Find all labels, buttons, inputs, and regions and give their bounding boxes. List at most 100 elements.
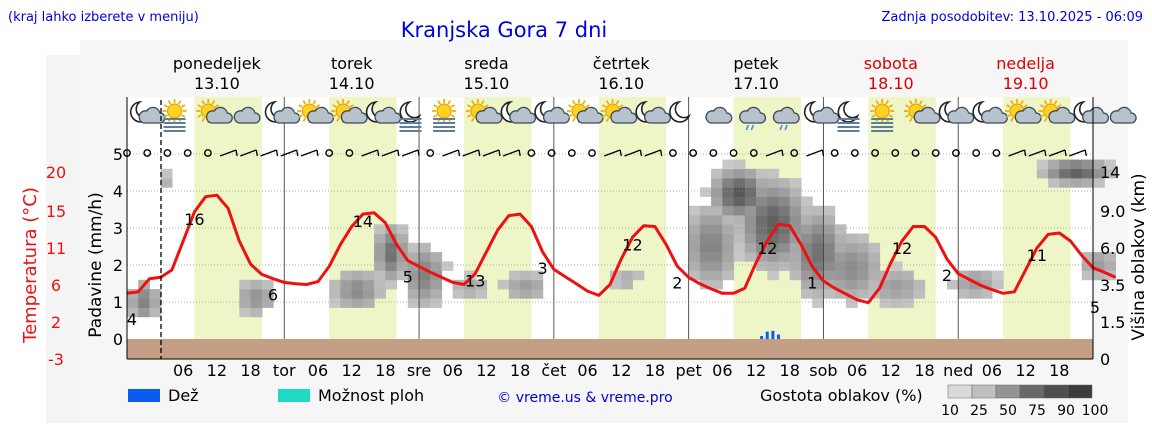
cloud-cell <box>812 205 824 216</box>
density-scale: 10 25 50 75 90 100 <box>941 384 1108 419</box>
cloud-cell <box>902 270 914 281</box>
day-date: 18.10 <box>868 74 914 93</box>
cloud-cell <box>610 279 622 290</box>
cloud-cell <box>812 224 824 234</box>
cloud-cell <box>385 242 398 253</box>
x-tick-label: 18 <box>780 361 800 380</box>
cloud-cell <box>767 168 780 179</box>
cloud-cell <box>430 252 443 262</box>
cloud-cell <box>801 242 813 253</box>
cloud-cell <box>890 270 903 281</box>
cloud-cell <box>722 187 735 197</box>
cloud-cell <box>419 289 431 299</box>
cloud-cell <box>250 279 263 290</box>
cloud-cell <box>396 242 409 253</box>
wind-calm <box>992 149 1001 157</box>
last-update: Zadnja posodobitev: 13.10.2025 - 06:09 <box>881 10 1143 25</box>
cloud-cell <box>699 261 712 271</box>
cloud-cell <box>374 261 386 271</box>
cloud-cell <box>733 205 746 216</box>
temp-tick: 6 <box>51 276 61 295</box>
wind-calm <box>143 149 152 157</box>
day-name: četrtek <box>593 54 651 73</box>
cloud-cell <box>834 270 847 281</box>
cloud-cell <box>890 261 903 271</box>
cloud-cell <box>744 187 757 197</box>
temp-label: 2 <box>942 266 952 285</box>
cloud-cell <box>801 261 813 271</box>
cloud-cell <box>464 270 476 281</box>
cloud-cell <box>722 233 735 244</box>
cloud-cell <box>890 298 903 308</box>
legend-storm-swatch <box>278 389 310 402</box>
x-tick-label: 18 <box>240 361 260 380</box>
cloud-cell <box>913 289 926 299</box>
cloud-cell <box>789 178 802 188</box>
cloud-cell <box>733 252 746 262</box>
rain-bar <box>776 334 780 339</box>
cloud-cell <box>767 178 780 188</box>
cloud-cell <box>1093 178 1105 188</box>
moon-cloud-icon <box>635 100 671 124</box>
cloud-cell <box>733 224 746 234</box>
cloud-cell <box>744 252 757 262</box>
menu-hint[interactable]: (kraj lahko izberete v meniju) <box>8 10 199 25</box>
cloud-cell <box>340 270 353 281</box>
sun-fog-icon <box>870 99 895 132</box>
cloud-cell <box>688 261 701 271</box>
day-name: sreda <box>464 54 508 73</box>
cloud-cell <box>688 205 701 216</box>
cloud-cell <box>879 279 892 290</box>
precip-tick: 5 <box>113 145 123 164</box>
cloud-cell <box>722 196 735 207</box>
cloud-cell <box>801 205 813 216</box>
cloud-cell <box>980 270 993 281</box>
temp-label: 12 <box>892 239 912 258</box>
moon-cloud-icon <box>500 100 537 124</box>
cloud-cell <box>812 298 824 308</box>
precip-axis-title: Padavine (mm/h) <box>86 192 106 337</box>
cloud-cell <box>789 187 802 197</box>
temp-label: 6 <box>268 286 278 305</box>
wind-barb <box>361 149 378 157</box>
day-date: 13.10 <box>194 74 240 93</box>
credit-link[interactable]: © vreme.us & vreme.pro <box>497 390 672 406</box>
cloud-cell <box>733 196 746 207</box>
density-label: 25 <box>970 403 988 419</box>
cloud-cell <box>1104 159 1116 170</box>
cloud-cell <box>767 205 780 216</box>
cloud-cell <box>823 261 836 271</box>
cloud-cell <box>396 224 409 234</box>
cloud-cell <box>531 279 544 290</box>
cloud-cell <box>407 242 420 253</box>
cloud-cell <box>621 270 633 281</box>
cloud-cell <box>351 298 364 308</box>
cloud-cell <box>744 205 757 216</box>
cloud-cell <box>711 178 723 188</box>
legend-rain-swatch <box>128 389 160 402</box>
cloud-cell <box>744 168 757 179</box>
temp-label: 4 <box>127 310 137 329</box>
cloud-cell <box>1093 261 1105 271</box>
cloud-cell <box>823 289 836 299</box>
cloud-cell <box>688 252 701 262</box>
wind-calm <box>426 149 435 157</box>
cloud-cell <box>699 252 712 262</box>
cloud-axis-title: Višina oblakov (km) <box>1129 173 1149 340</box>
cloud-cell <box>160 178 173 188</box>
cloud-cell <box>1081 252 1094 262</box>
wind-calm <box>588 149 596 157</box>
wind-barb <box>482 149 500 157</box>
cloud-cell <box>722 270 735 281</box>
cloud-cell <box>744 233 757 244</box>
cloud-cell <box>868 279 881 290</box>
cloud-cell <box>789 252 802 262</box>
day-name: nedelja <box>996 54 1055 73</box>
cloud-cell <box>778 224 791 234</box>
cloud-cell <box>812 252 824 262</box>
cloud-cell <box>789 270 802 281</box>
moon-cloud-icon <box>534 100 570 124</box>
cloud-cell <box>508 279 521 290</box>
